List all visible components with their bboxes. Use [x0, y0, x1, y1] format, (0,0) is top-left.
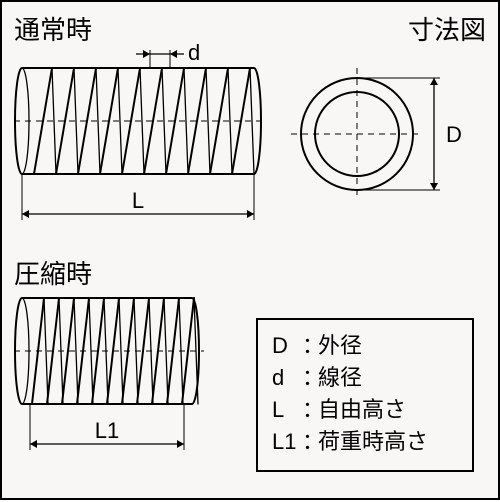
spring-compressed-coil — [32, 298, 44, 404]
arrowhead-icon — [170, 50, 177, 58]
legend-desc: 線径 — [318, 362, 362, 394]
legend-symbol: D — [272, 330, 302, 362]
legend-row: d：線径 — [272, 362, 458, 394]
legend-box: D：外径d：線径L：自由高さL1：荷重時高さ — [256, 318, 474, 472]
spring-compressed-coil-back — [119, 298, 123, 404]
legend-colon: ： — [302, 394, 318, 426]
spring-compressed-coil — [77, 298, 89, 404]
spring-compressed-coil-back — [164, 298, 168, 404]
arrowhead-icon — [30, 440, 37, 448]
legend-desc: 荷重時高さ — [318, 426, 428, 458]
legend-row: D：外径 — [272, 330, 458, 362]
spring-compressed-coil — [122, 298, 134, 404]
arrowhead-icon — [177, 440, 184, 448]
legend-row: L1：荷重時高さ — [272, 426, 458, 458]
dim-d-label: d — [188, 40, 200, 65]
legend-symbol: L — [272, 394, 302, 426]
legend-colon: ： — [302, 362, 318, 394]
dim-L1-label: L1 — [95, 418, 119, 443]
legend-desc: 自由高さ — [318, 394, 406, 426]
legend-row: L：自由高さ — [272, 394, 458, 426]
arrowhead-icon — [143, 50, 150, 58]
arrowhead-icon — [430, 78, 438, 85]
legend-symbol: d — [272, 362, 302, 394]
dim-D-label: D — [446, 122, 462, 147]
arrowhead-icon — [247, 210, 254, 218]
dim-L-label: L — [132, 188, 144, 213]
arrowhead-icon — [22, 210, 29, 218]
arrowhead-icon — [430, 183, 438, 190]
legend-desc: 外径 — [318, 330, 362, 362]
legend-colon: ： — [302, 426, 318, 458]
legend-symbol: L1 — [272, 426, 302, 458]
legend-colon: ： — [302, 330, 318, 362]
diagram-frame: 通常時 寸法図 圧縮時 LL1dD D：外径d：線径L：自由高さL1：荷重時高さ — [0, 0, 500, 500]
